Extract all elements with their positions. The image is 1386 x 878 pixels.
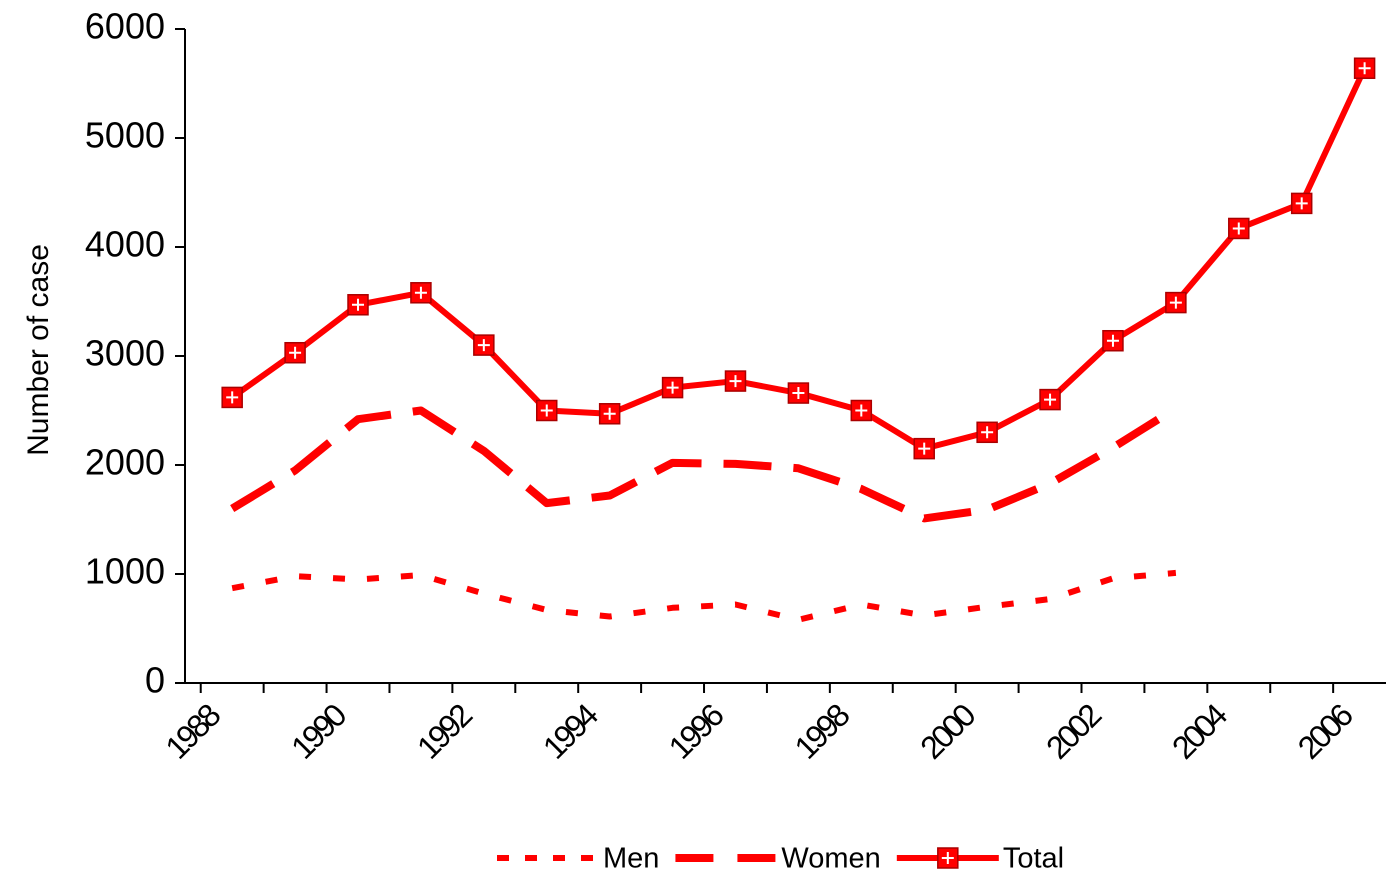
data-point (1039, 388, 1061, 411)
data-point (976, 421, 998, 444)
data-point (1290, 192, 1313, 215)
data-point (661, 376, 684, 399)
x-tick-label: 1992 (410, 697, 479, 766)
data-point (221, 386, 243, 409)
data-point (1353, 57, 1376, 79)
series-line (230, 404, 1178, 523)
y-tick-label: 6000 (85, 6, 165, 47)
x-tick-label: 2006 (1291, 697, 1360, 766)
y-tick-label: 4000 (85, 224, 165, 265)
legend-label: Men (603, 843, 659, 875)
data-point (410, 282, 432, 304)
y-tick-label: 1000 (85, 551, 165, 592)
y-tick-label: 2000 (85, 442, 165, 483)
marker-plus (666, 381, 679, 394)
data-point (473, 334, 495, 356)
data-point (1102, 329, 1124, 352)
x-tick-label: 1996 (662, 697, 731, 766)
marker-plus (729, 375, 742, 388)
data-point (787, 382, 810, 404)
marker-plus (1044, 393, 1057, 406)
marker-plus (477, 339, 490, 352)
y-tick-label: 0 (145, 660, 165, 701)
marker-plus (1169, 296, 1182, 309)
x-tick-label: 1990 (284, 697, 353, 766)
marker-plus (289, 346, 302, 359)
marker-plus (792, 387, 805, 400)
data-point (724, 370, 747, 392)
marker-plus (981, 426, 994, 439)
marker-plus (226, 391, 239, 404)
marker-plus (1232, 222, 1245, 235)
x-tick-label: 2002 (1039, 697, 1108, 766)
marker-plus (603, 407, 616, 420)
legend-label: Women (781, 843, 880, 875)
marker-plus (1358, 62, 1371, 75)
y-tick-label: 5000 (85, 115, 165, 156)
marker-plus (918, 442, 931, 455)
marker-plus (540, 404, 553, 417)
data-point (1228, 217, 1250, 240)
data-point (598, 403, 621, 425)
marker-plus (855, 404, 868, 417)
y-axis-title: Number of case (22, 244, 55, 456)
data-point (347, 294, 369, 316)
legend-label: Total (1003, 843, 1064, 875)
x-tick-label: 1988 (158, 697, 227, 766)
data-point (850, 399, 873, 422)
marker-plus (1295, 197, 1308, 210)
data-point (1165, 291, 1187, 314)
x-tick-label: 2004 (1165, 697, 1234, 766)
data-point (913, 437, 935, 460)
x-tick-label: 2000 (913, 697, 982, 766)
x-tick-label: 1998 (787, 697, 856, 766)
x-tick-label: 1994 (536, 697, 605, 766)
marker-plus (941, 852, 954, 864)
y-tick-label: 3000 (85, 333, 165, 374)
marker-plus (414, 286, 427, 299)
data-point (535, 399, 558, 422)
series-line (231, 569, 1177, 623)
marker-plus (352, 298, 365, 311)
marker-plus (1106, 334, 1119, 347)
data-point (284, 341, 306, 364)
legend-marker (937, 847, 959, 869)
